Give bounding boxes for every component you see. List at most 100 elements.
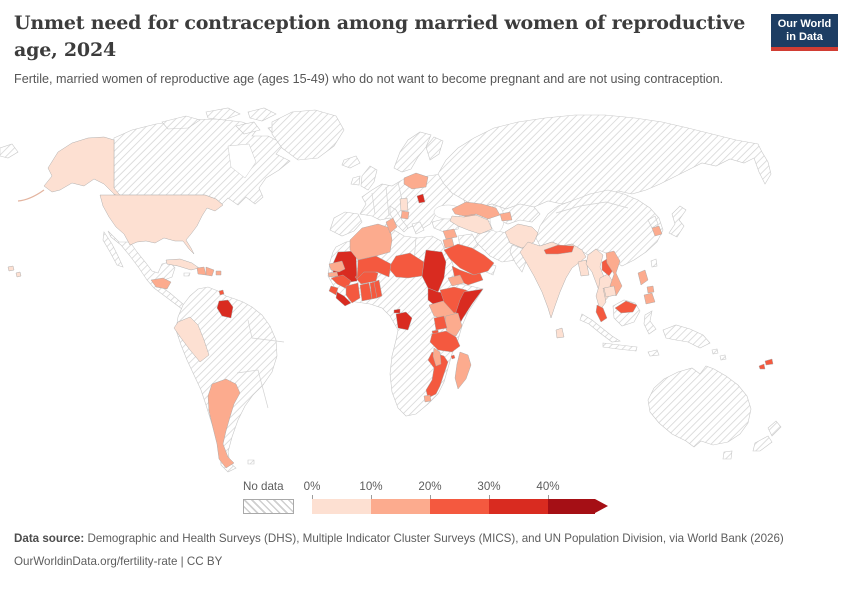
legend-no-data-swatch[interactable] xyxy=(243,499,294,514)
map-region-north-korea[interactable] xyxy=(647,215,659,229)
map-region-sulawesi[interactable] xyxy=(643,310,657,335)
map-country-malawi[interactable] xyxy=(432,347,442,367)
map-region-arctic-island[interactable] xyxy=(247,107,277,122)
map-region-iberia[interactable] xyxy=(329,211,363,237)
map-country-haiti[interactable] xyxy=(196,266,207,276)
map-region-united-kingdom[interactable] xyxy=(360,165,378,191)
map-country-guinea-bissau[interactable] xyxy=(327,271,339,278)
map-country-mozambique[interactable] xyxy=(425,351,449,399)
map-country-albania[interactable] xyxy=(400,210,410,220)
map-country-malaysia-borneo[interactable] xyxy=(614,300,638,314)
citation-url[interactable]: OurWorldinData.org/fertility-rate | CC B… xyxy=(14,554,223,568)
map-region-new-guinea[interactable] xyxy=(662,324,711,349)
map-country-cuba[interactable] xyxy=(165,258,200,271)
map-country-philippines-mindanao[interactable] xyxy=(643,292,656,305)
map-country-uganda[interactable] xyxy=(433,315,448,331)
chart-footer: Data source: Demographic and Health Surv… xyxy=(14,531,809,570)
map-country-moldova[interactable] xyxy=(416,193,426,204)
map-country-south-korea[interactable] xyxy=(651,225,663,237)
map-country-syria[interactable] xyxy=(442,228,458,240)
map-country-liberia[interactable] xyxy=(335,291,352,307)
map-region-iceland[interactable] xyxy=(341,155,361,169)
map-country-serbia[interactable] xyxy=(399,197,409,212)
map-country-philippines-visayas[interactable] xyxy=(646,285,655,294)
map-country-cambodia[interactable] xyxy=(603,285,617,298)
map-country-afghanistan[interactable] xyxy=(504,223,539,249)
map-country-puerto-rico[interactable] xyxy=(215,270,222,276)
map-region-greece[interactable] xyxy=(411,221,425,235)
map-country-philippines-luzon[interactable] xyxy=(637,269,649,286)
map-country-thailand[interactable] xyxy=(595,273,614,311)
map-region-mexico-central-america[interactable] xyxy=(107,230,192,313)
map-country-benin[interactable] xyxy=(373,279,383,299)
map-region-taiwan[interactable] xyxy=(650,258,658,268)
map-country-fiji[interactable] xyxy=(758,363,766,370)
map-region-arctic-island[interactable] xyxy=(235,121,261,135)
map-region-baja-california[interactable] xyxy=(102,231,124,268)
map-country-belarus[interactable] xyxy=(403,172,429,190)
map-country-eritrea[interactable] xyxy=(447,274,465,287)
map-country-madagascar[interactable] xyxy=(454,351,472,390)
map-country-united-states-alaska[interactable] xyxy=(43,136,125,201)
legend-bin-30-40[interactable] xyxy=(489,499,548,514)
map-country-peru[interactable] xyxy=(173,316,210,363)
map-country-malaysia-peninsula[interactable] xyxy=(595,304,608,323)
map-country-india[interactable] xyxy=(519,241,587,319)
map-country-turkmenistan[interactable] xyxy=(449,214,493,235)
owid-logo[interactable]: Our World in Data xyxy=(771,14,838,51)
legend-bin-40-plus[interactable] xyxy=(548,499,595,514)
map-country-tajikistan[interactable] xyxy=(499,211,513,222)
map-region-australia[interactable] xyxy=(647,365,752,448)
legend-bin-10-20[interactable] xyxy=(371,499,430,514)
map-country-uzbekistan[interactable] xyxy=(451,201,501,220)
map-country-algeria[interactable] xyxy=(349,223,393,261)
map-country-sri-lanka[interactable] xyxy=(555,327,565,339)
legend-bin-20-30[interactable] xyxy=(430,499,489,514)
map-country-dominican-republic[interactable] xyxy=(205,266,215,277)
map-region-chukotka[interactable] xyxy=(0,143,19,159)
map-country-chad[interactable] xyxy=(421,249,447,293)
map-region-jamaica[interactable] xyxy=(183,272,191,277)
map-country-cote-divoire[interactable] xyxy=(345,282,361,304)
map-country-nepal[interactable] xyxy=(543,244,575,255)
map-country-gabon[interactable] xyxy=(395,311,413,331)
map-country-fiji[interactable] xyxy=(764,358,774,366)
map-country-united-states-hawaii[interactable] xyxy=(7,265,15,272)
map-region-java[interactable] xyxy=(602,342,638,352)
map-country-argentina[interactable] xyxy=(207,378,241,469)
map-country-united-states[interactable] xyxy=(99,194,224,255)
map-region-new-zealand-south[interactable] xyxy=(752,435,773,452)
map-country-united-states-hawaii[interactable] xyxy=(15,271,22,278)
map-country-trinidad-and-tobago[interactable] xyxy=(218,289,225,296)
map-country-eswatini[interactable] xyxy=(423,394,432,403)
map-region-scandinavia[interactable] xyxy=(393,131,432,173)
map-region-solomon-islands[interactable] xyxy=(711,348,719,355)
map-country-tanzania[interactable] xyxy=(429,330,461,353)
map-region-timor[interactable] xyxy=(647,349,660,357)
map-country-guyana[interactable] xyxy=(216,299,234,319)
map-country-comoros[interactable] xyxy=(450,354,456,360)
map-country-mali[interactable] xyxy=(356,255,392,280)
map-region-solomon-islands[interactable] xyxy=(719,354,727,361)
map-region-tasmania[interactable] xyxy=(722,450,733,460)
map-region-new-zealand-north[interactable] xyxy=(767,420,782,437)
map-country-senegal[interactable] xyxy=(328,260,346,273)
map-region-japan[interactable] xyxy=(668,205,687,238)
map-country-saudi-arabia[interactable] xyxy=(443,243,495,276)
map-region-italy[interactable] xyxy=(389,205,409,233)
no-data-regions xyxy=(0,107,782,473)
map-region-greenland[interactable] xyxy=(271,109,345,161)
map-region-arctic-island[interactable] xyxy=(205,107,241,121)
map-country-guinea[interactable] xyxy=(330,274,352,290)
map-region-ireland[interactable] xyxy=(350,175,361,186)
map-country-tunisia[interactable] xyxy=(385,217,398,234)
map-country-honduras[interactable] xyxy=(150,277,172,290)
map-region-sumatra[interactable] xyxy=(579,313,621,343)
map-region-finland[interactable] xyxy=(425,136,444,161)
map-country-vietnam[interactable] xyxy=(605,250,623,297)
map-country-sierra-leone[interactable] xyxy=(328,285,339,296)
map-region-falkland-islands[interactable] xyxy=(247,459,255,465)
map-region-canada[interactable] xyxy=(113,118,291,206)
legend-bin-0-10[interactable] xyxy=(312,499,371,514)
map-region-arctic-island[interactable] xyxy=(161,115,201,130)
